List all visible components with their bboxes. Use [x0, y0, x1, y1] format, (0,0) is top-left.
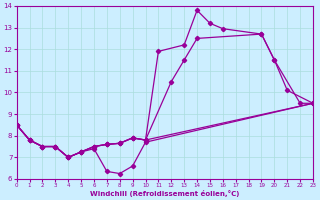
X-axis label: Windchill (Refroidissement éolien,°C): Windchill (Refroidissement éolien,°C)	[90, 190, 240, 197]
